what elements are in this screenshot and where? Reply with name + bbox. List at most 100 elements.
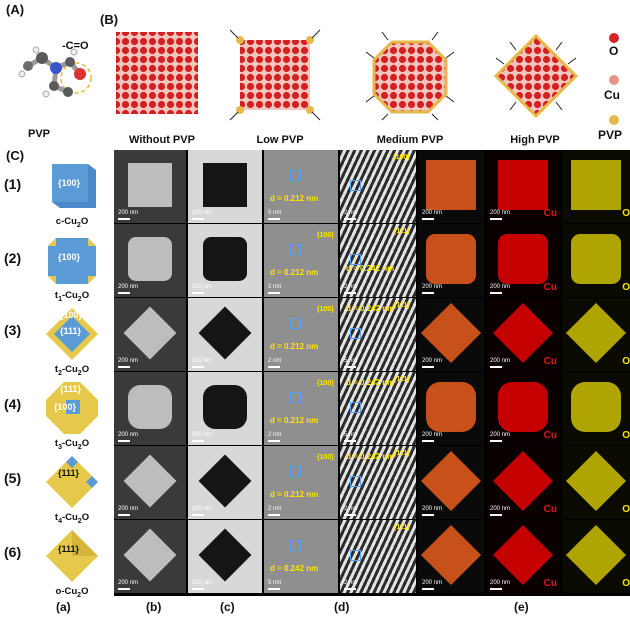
tem-image: 200 nm [188,446,262,519]
scale-bar: 200 nm [490,432,510,442]
eds-map-o: O [562,446,630,519]
element-label-cu: Cu [543,356,557,367]
truncated-octahedron-t3-icon [46,382,98,434]
element-label-o: O [622,282,630,293]
scale-bar: 200 nm [422,432,442,442]
d-spacing-label: d = 0.242 nm [270,564,319,573]
eds-map-cu: 200 nm Cu [486,446,560,519]
facet-label: {100} [316,232,334,239]
eds-map-overlay: 200 nm [418,298,484,371]
truncated-octahedron-t4-icon [46,456,98,508]
particle [571,160,621,210]
truncated-cube-t2-icon [46,308,98,360]
facet-label: {100} [392,154,410,161]
lattice-low-pvp [229,29,321,121]
d-spacing-label: d = 0.242 nm [346,378,395,387]
tem-image: 200 nm [188,298,262,371]
particle [571,234,621,284]
facet-label: {100} [316,306,334,313]
scale-bar: 2 nm [344,506,357,516]
header-high-pvp: High PVP [510,134,560,146]
hrtem-medium-pvp: 2 nm {100} [340,150,416,223]
hrtem-medium-pvp: 5 nm d = 0.242 nm {111} [340,372,416,445]
facet-label: {100} [58,178,81,188]
shape-name-t4-cu2o: t4-Cu2O [54,512,90,525]
eds-map-o: O [562,520,630,593]
scale-bar: 200 nm [118,506,138,516]
element-label-cu: Cu [543,282,557,293]
tem-image: 200 nm [188,150,262,223]
sem-image: 200 nm [114,372,186,445]
selection-box [290,318,301,329]
facet-label: {111} [393,524,410,531]
eds-map-o: O [562,224,630,297]
tem-image: 200 nm [188,520,262,593]
tem-image: 200 nm [188,224,262,297]
d-spacing-label: d = 0.242 nm [346,264,395,273]
cube-shape-icon [52,164,96,208]
element-label-cu: Cu [543,578,557,589]
selection-box [350,180,361,191]
scale-bar: 200 nm [118,210,138,220]
scale-bar: 200 nm [192,358,212,368]
octahedron-icon [46,530,98,582]
facet-label: {100} [316,454,334,461]
particle [498,160,548,210]
particle [492,524,554,586]
d-spacing-label: d = 0.212 nm [270,416,319,425]
scale-bar: 200 nm [490,580,510,590]
selection-box [350,476,361,487]
scale-bar: 200 nm [192,506,212,516]
row-number: (3) [4,322,22,338]
particle [198,454,252,508]
facet-label: {111} [393,302,410,309]
eds-map-cu: 200 nm Cu [486,224,560,297]
eds-map-cu: 200 nm Cu [486,150,560,223]
d-spacing-label: d = 0.212 nm [270,342,319,351]
scale-bar: 200 nm [192,284,212,294]
d-spacing-label: d = 0.212 nm [270,268,319,277]
scale-bar: 200 nm [422,210,442,220]
pvp-caption: PVP [28,128,51,140]
selection-box [350,550,361,561]
selection-box [290,244,301,255]
row-number: (5) [4,470,22,486]
particle [565,302,627,364]
row-number: (6) [4,544,22,560]
hrtem-low-pvp: 5 nm d = 0.242 nm [264,520,338,593]
d-spacing-label: d = 0.212 nm [270,194,319,203]
eds-map-overlay: 200 nm [418,224,484,297]
eds-map-o: O [562,372,630,445]
shape-name-t1-cu2o: t1-Cu2O [54,290,90,303]
facet-label: {111} [393,228,410,235]
eds-map-overlay: 200 nm [418,372,484,445]
scale-bar: 200 nm [192,432,212,442]
element-label-o: O [622,430,630,441]
hrtem-low-pvp: 2 nm d = 0.212 nm {100} [264,298,338,371]
scale-bar: 200 nm [118,358,138,368]
element-label-o: O [622,578,630,589]
element-label-cu: Cu [543,430,557,441]
sem-image: 200 nm [114,520,186,593]
tem-image: 200 nm [188,372,262,445]
sem-image: 200 nm [114,298,186,371]
scale-bar: 200 nm [490,358,510,368]
hrtem-medium-pvp: 5 nm d = 0.242 nm {111} [340,298,416,371]
micrograph-grid: 200 nm 200 nm 5 nm d = 0.212 nm 2 nm {100} 200… [114,150,630,596]
hrtem-low-pvp: 2 nm d = 0.212 nm {100} [264,446,338,519]
scale-bar: 200 nm [422,580,442,590]
column-letter-c: (c) [220,600,235,614]
particle [198,528,252,582]
particle [203,237,247,281]
row-number: (1) [4,176,22,192]
hrtem-medium-pvp: 2 nm {111} [340,520,416,593]
facet-label: {111} [58,468,80,478]
selection-box [350,402,361,413]
hrtem-low-pvp: 2 nm d = 0.212 nm {100} [264,224,338,297]
header-without-pvp: Without PVP [129,134,195,146]
carbonyl-label: -C=O [62,40,89,52]
particle [123,306,177,360]
particle [203,385,247,429]
column-letter-a: (a) [56,600,71,614]
row-number: (2) [4,250,22,266]
